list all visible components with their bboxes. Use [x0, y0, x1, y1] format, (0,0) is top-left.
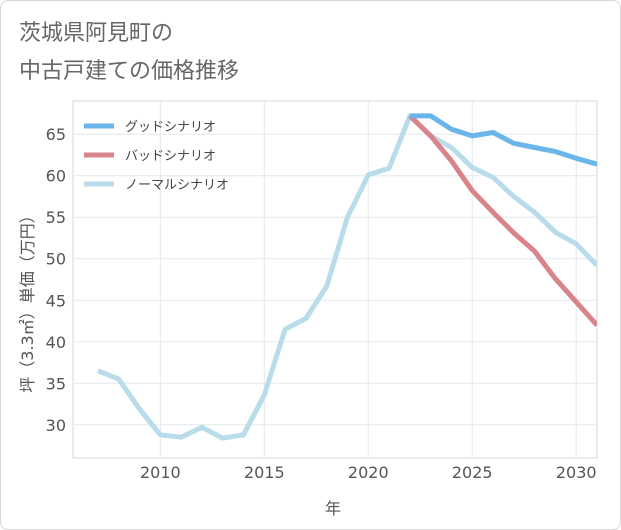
x-axis-ticks: 2010 2015 2020 2025 2030 — [140, 463, 597, 482]
legend-label-2: ノーマルシナリオ — [125, 178, 229, 193]
y-tick-label: 60 — [46, 167, 66, 186]
series-line-0 — [409, 113, 597, 167]
chart-title: 茨城県阿見町の 中古戸建ての価格推移 — [19, 15, 239, 91]
chart-title-line2: 中古戸建ての価格推移 — [19, 59, 240, 84]
series-group — [97, 113, 597, 441]
legend-label-0: グッドシナリオ — [125, 120, 216, 135]
y-tick-label: 45 — [46, 291, 66, 310]
x-axis-label: 年 — [325, 499, 341, 518]
x-tick-label: 2025 — [452, 463, 493, 482]
chart-title-line1: 茨城県阿見町の — [19, 21, 174, 46]
y-tick-label: 40 — [46, 333, 66, 352]
x-tick-label: 2010 — [140, 463, 181, 482]
series-line-2 — [97, 113, 597, 441]
x-tick-label: 2015 — [244, 463, 285, 482]
x-tick-label: 2030 — [556, 463, 597, 482]
x-tick-label: 2020 — [348, 463, 389, 482]
y-tick-label: 35 — [46, 374, 66, 393]
legend-label-1: バッドシナリオ — [125, 149, 216, 164]
y-tick-label: 50 — [46, 250, 66, 269]
y-tick-label: 55 — [46, 208, 66, 227]
y-axis-ticks: 30 35 40 45 50 55 60 65 — [46, 125, 66, 435]
y-axis-label: 坪（3.3㎡）単価（万円） — [18, 207, 37, 392]
y-tick-label: 30 — [46, 416, 66, 435]
series-line-1 — [408, 114, 597, 327]
y-tick-label: 65 — [46, 125, 66, 144]
